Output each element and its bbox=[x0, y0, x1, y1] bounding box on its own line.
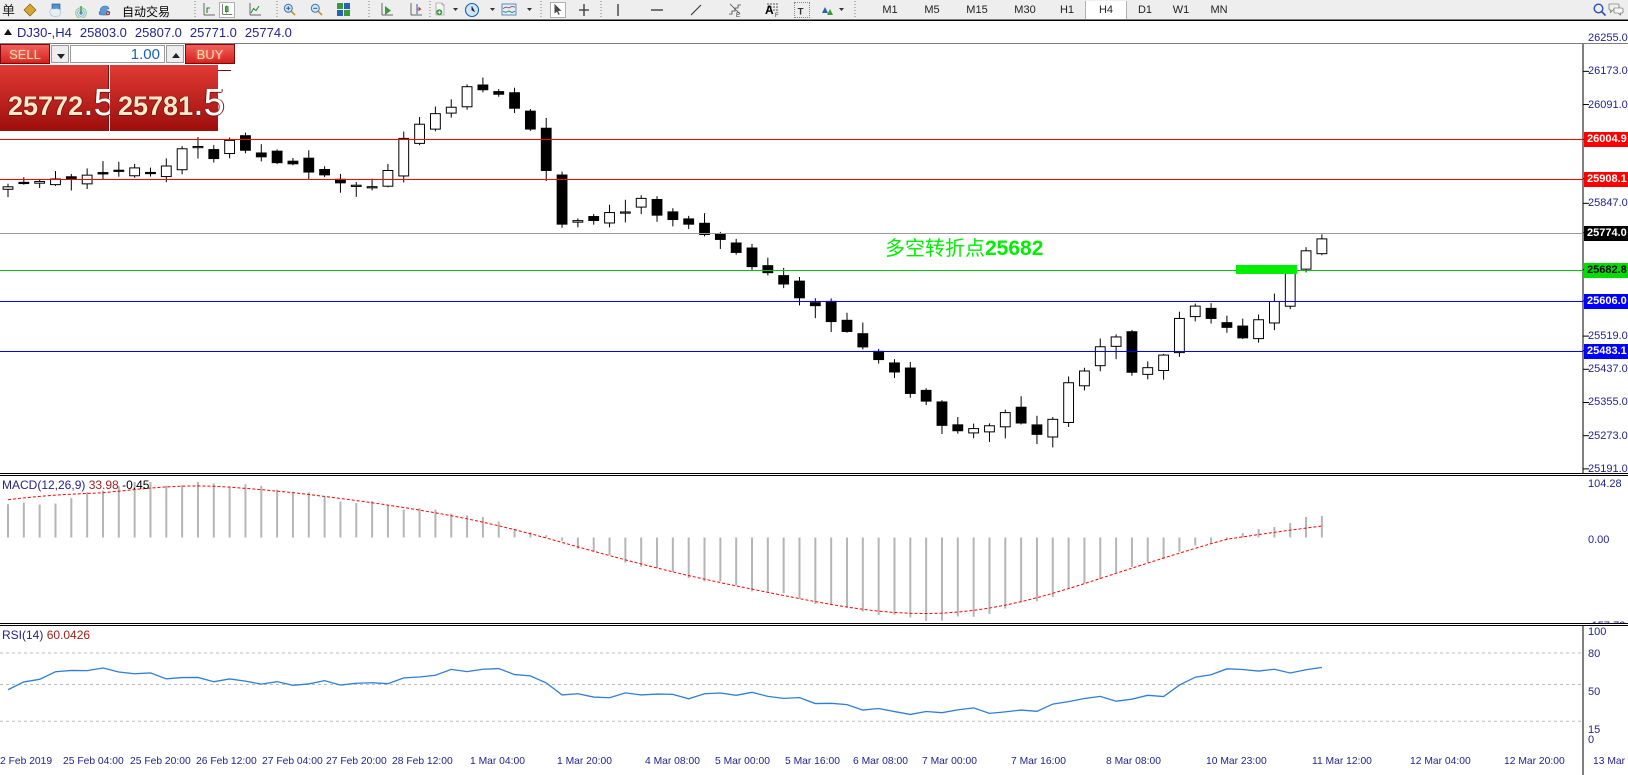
svg-text:E: E bbox=[736, 13, 740, 18]
svg-text:T: T bbox=[798, 6, 804, 17]
svg-text:单: 单 bbox=[2, 3, 15, 18]
svg-text:F: F bbox=[775, 13, 779, 18]
